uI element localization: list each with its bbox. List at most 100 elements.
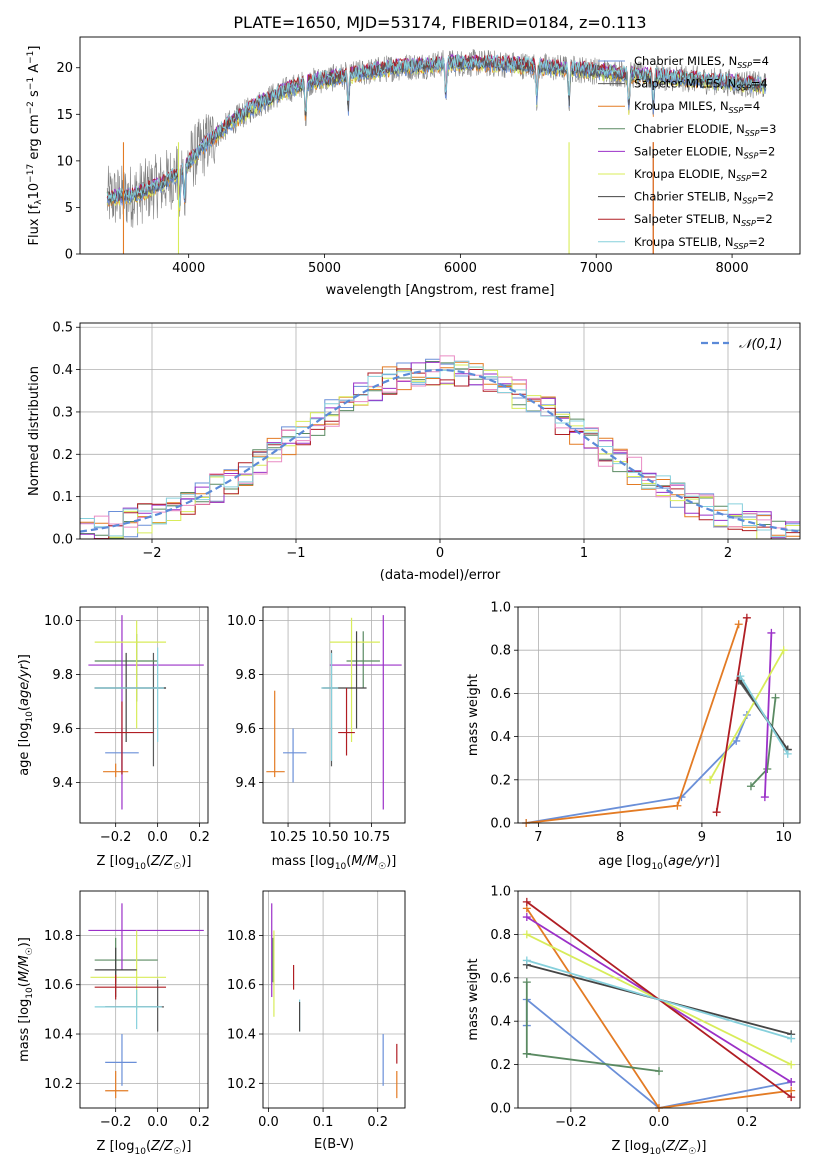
- x-axis-label: (data-model)/error: [380, 568, 501, 583]
- legend-label: Chabrier ELODIE, NSSP=3: [634, 122, 776, 138]
- x-axis-label: mass [log10(M/M☉)]: [272, 854, 397, 872]
- y-tick-label: 0.0: [52, 533, 73, 548]
- x-tick-label: 0.0: [147, 830, 168, 845]
- mass-weight-line: [526, 907, 792, 1108]
- residual-histogram-panel: −2 −1 0 1 2 0.0 0.1 0.2 0.3 0.4 0.5 (data-model)/er…: [27, 321, 801, 583]
- mass-weight-marker: [746, 782, 755, 791]
- legend-label: Salpeter STELIB, NSSP=2: [634, 212, 773, 228]
- y-tick-label: 5: [65, 201, 73, 216]
- figure-title: PLATE=1650, MJD=53174, FIBERID=0184, z=0…: [233, 13, 646, 32]
- y-tick-label: 0.1: [52, 490, 73, 505]
- y-tick-label: 0.4: [490, 1015, 511, 1030]
- mass-weight-vs-metallicity-panel: −0.2 0.0 0.2 0.0 0.2 0.4 0.6 0.8 1.0 mass weight Z…: [466, 885, 801, 1157]
- y-tick-label: 9.8: [235, 668, 256, 683]
- mass-weight-line: [525, 982, 660, 1072]
- gaussian-reference-line: [79, 368, 801, 533]
- mass-weight-marker: [522, 897, 531, 906]
- y-tick-label: 10.4: [227, 1028, 256, 1043]
- mass-weight-marker: [787, 1034, 796, 1043]
- legend-label: Kroupa MILES, NSSP=4: [634, 99, 760, 115]
- x-tick-label: 9: [698, 830, 706, 845]
- y-axis-label: Normed distribution: [27, 366, 42, 496]
- y-tick-label: 10.2: [44, 1077, 73, 1092]
- x-axis-label: Z [log10(Z/Z☉)]: [97, 1139, 192, 1157]
- mass-weight-marker: [706, 775, 715, 784]
- axes-frame: [79, 36, 801, 255]
- mass-weight-line: [739, 675, 789, 755]
- y-axis-label: Flux [fλ10−17 erg cm−2 s−1 A−1]: [26, 46, 44, 246]
- age-vs-mass-panel: 10.25 10.50 10.75 9.4 9.6 9.8 10.0 mass [log10(…: [227, 606, 406, 872]
- x-tick-label: −0.2: [100, 1115, 132, 1130]
- x-axis-label: E(B-V): [314, 1137, 354, 1152]
- y-tick-label: 20: [56, 61, 73, 76]
- x-axis-label: wavelength [Angstrom, rest frame]: [326, 283, 555, 298]
- y-axis-label: mass weight: [466, 674, 481, 756]
- mass-weight-marker: [522, 913, 531, 922]
- mass-weight-marker: [760, 793, 769, 802]
- mass-weight-line: [764, 632, 773, 798]
- histogram-step-line: [80, 360, 800, 538]
- mass-weight-marker: [767, 628, 776, 637]
- mass-weight-marker: [655, 1067, 663, 1076]
- mass-weight-marker: [787, 1093, 796, 1102]
- y-tick-label: 0.0: [490, 817, 511, 832]
- axes-frame: [517, 890, 801, 1109]
- x-tick-label: 8000: [716, 261, 749, 276]
- mass-weight-marker: [763, 765, 772, 773]
- x-tick-label: 10.75: [353, 830, 390, 845]
- x-tick-label: 1: [580, 546, 588, 561]
- mass-weight-marker: [787, 1060, 796, 1069]
- y-tick-label: 10: [56, 154, 73, 169]
- y-tick-label: 0.3: [52, 405, 73, 420]
- x-tick-label: −2: [142, 546, 161, 561]
- x-tick-label: 10.50: [311, 830, 348, 845]
- mass-weight-marker: [771, 693, 780, 702]
- y-axis-label: mass weight: [466, 958, 481, 1040]
- x-tick-label: 4000: [172, 261, 205, 276]
- mass-weight-marker: [742, 613, 751, 622]
- y-tick-label: 9.8: [52, 668, 73, 683]
- axes-frame: [262, 890, 406, 1109]
- x-tick-label: −0.2: [555, 1115, 587, 1130]
- y-axis-label: mass [log10(M/M☉)]: [17, 937, 35, 1062]
- mass-weight-marker: [522, 930, 531, 939]
- y-tick-label: 9.6: [52, 722, 73, 737]
- mass-weight-marker: [522, 956, 531, 965]
- x-tick-label: 0.0: [258, 1115, 279, 1130]
- mass-weight-marker: [734, 620, 743, 629]
- mass-weight-line: [750, 697, 777, 787]
- x-tick-label: 0.2: [737, 1115, 758, 1130]
- mass-weight-marker: [779, 646, 788, 655]
- mass-weight-line: [715, 617, 748, 813]
- x-tick-label: 10: [775, 830, 792, 845]
- x-tick-label: 0.0: [649, 1115, 670, 1130]
- y-tick-label: 0.6: [490, 971, 511, 986]
- axes-frame: [79, 606, 209, 824]
- legend-label: 𝒩(0,1): [739, 337, 782, 352]
- x-tick-label: 0.2: [189, 830, 210, 845]
- mass-weight-marker: [522, 1049, 531, 1058]
- spectrum-panel: 4000 5000 6000 7000 8000 0 5 10 15 20 wavelength […: [26, 36, 801, 298]
- mass-weight-marker: [673, 801, 682, 810]
- x-tick-label: −1: [286, 546, 305, 561]
- y-tick-label: 15: [56, 108, 73, 123]
- axes-frame: [79, 890, 209, 1109]
- y-tick-label: 10.0: [227, 614, 256, 629]
- y-tick-label: 0.5: [52, 321, 73, 336]
- age-vs-metallicity-panel: −0.2 0.0 0.2 9.4 9.6 9.8 10.0 Z [log10(Z/Z☉)] ag…: [17, 606, 210, 872]
- mass-weight-vs-age-panel: 7 8 9 10 0.0 0.2 0.4 0.6 0.8 1.0 mass weight age [l…: [466, 601, 801, 872]
- x-tick-label: 8: [616, 830, 624, 845]
- x-tick-label: 7000: [580, 261, 613, 276]
- x-tick-label: 7: [534, 830, 542, 845]
- y-tick-label: 10.8: [44, 929, 73, 944]
- axes-frame: [517, 606, 801, 824]
- x-axis-label: Z [log10(Z/Z☉)]: [612, 1139, 707, 1157]
- mass-vs-metallicity-panel: −0.2 0.0 0.2 10.2 10.4 10.6 10.8 Z [log10(Z/Z☉)…: [17, 890, 210, 1157]
- mass-weight-marker: [732, 736, 741, 745]
- y-tick-label: 10.6: [44, 978, 73, 993]
- y-tick-label: 0.4: [52, 363, 73, 378]
- y-tick-label: 10.2: [227, 1077, 256, 1092]
- mass-weight-marker: [787, 1077, 796, 1086]
- mass-weight-line: [526, 714, 748, 823]
